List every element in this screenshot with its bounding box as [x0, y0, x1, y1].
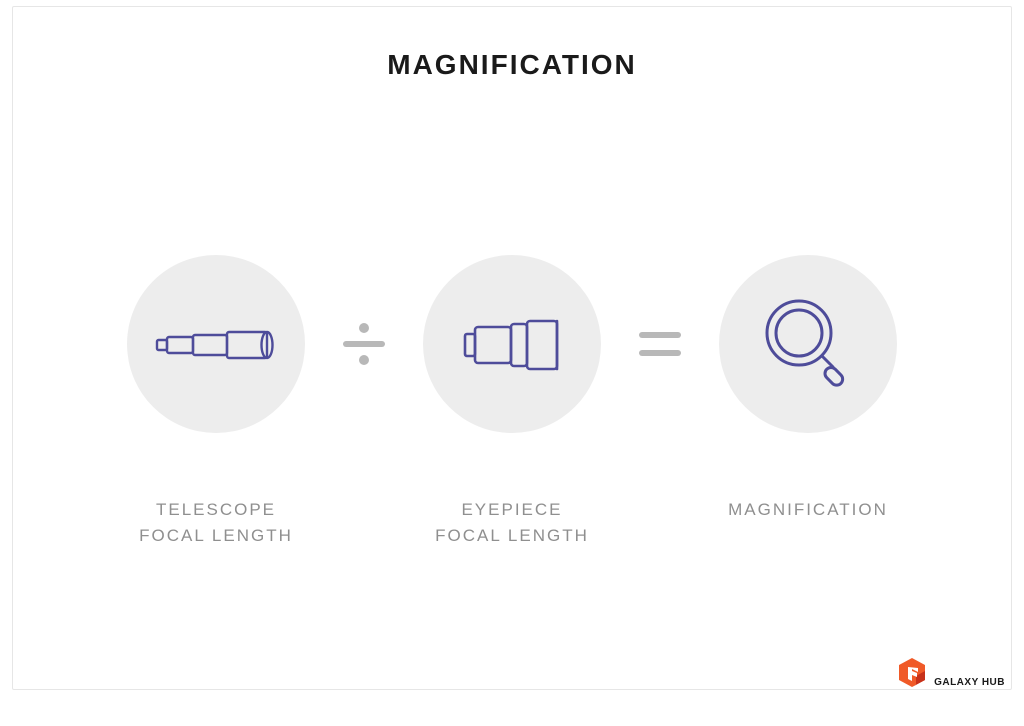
page-title: MAGNIFICATION [387, 49, 636, 81]
label-line: TELESCOPE [116, 497, 316, 523]
item-magnify [708, 255, 908, 433]
telescope-icon [151, 314, 281, 374]
brand-logo: GALAXY HUB [897, 657, 1005, 691]
operator-divide [334, 323, 394, 365]
label-line: MAGNIFICATION [708, 497, 908, 523]
divide-dot-top [359, 323, 369, 333]
equals-bar-bottom [639, 350, 681, 356]
equals-bar-top [639, 332, 681, 338]
circle-eyepiece [423, 255, 601, 433]
label-line: EYEPIECE [412, 497, 612, 523]
label-telescope: TELESCOPE FOCAL LENGTH [116, 497, 316, 550]
brand-name: GALAXY HUB [934, 677, 1005, 691]
label-line: FOCAL LENGTH [412, 523, 612, 549]
label-magnify: MAGNIFICATION [708, 497, 908, 523]
brand-mark-icon [897, 657, 927, 691]
circle-telescope [127, 255, 305, 433]
operator-equals [630, 332, 690, 356]
magnify-icon [753, 289, 863, 399]
item-eyepiece [412, 255, 612, 433]
item-telescope [116, 255, 316, 433]
divide-bar [343, 341, 385, 347]
labels-row: TELESCOPE FOCAL LENGTH EYEPIECE FOCAL LE… [13, 497, 1011, 550]
equation-row [13, 255, 1011, 433]
eyepiece-icon [457, 309, 567, 379]
divide-dot-bottom [359, 355, 369, 365]
label-eyepiece: EYEPIECE FOCAL LENGTH [412, 497, 612, 550]
infographic-card: MAGNIFICATION [12, 6, 1012, 690]
circle-magnify [719, 255, 897, 433]
label-line: FOCAL LENGTH [116, 523, 316, 549]
